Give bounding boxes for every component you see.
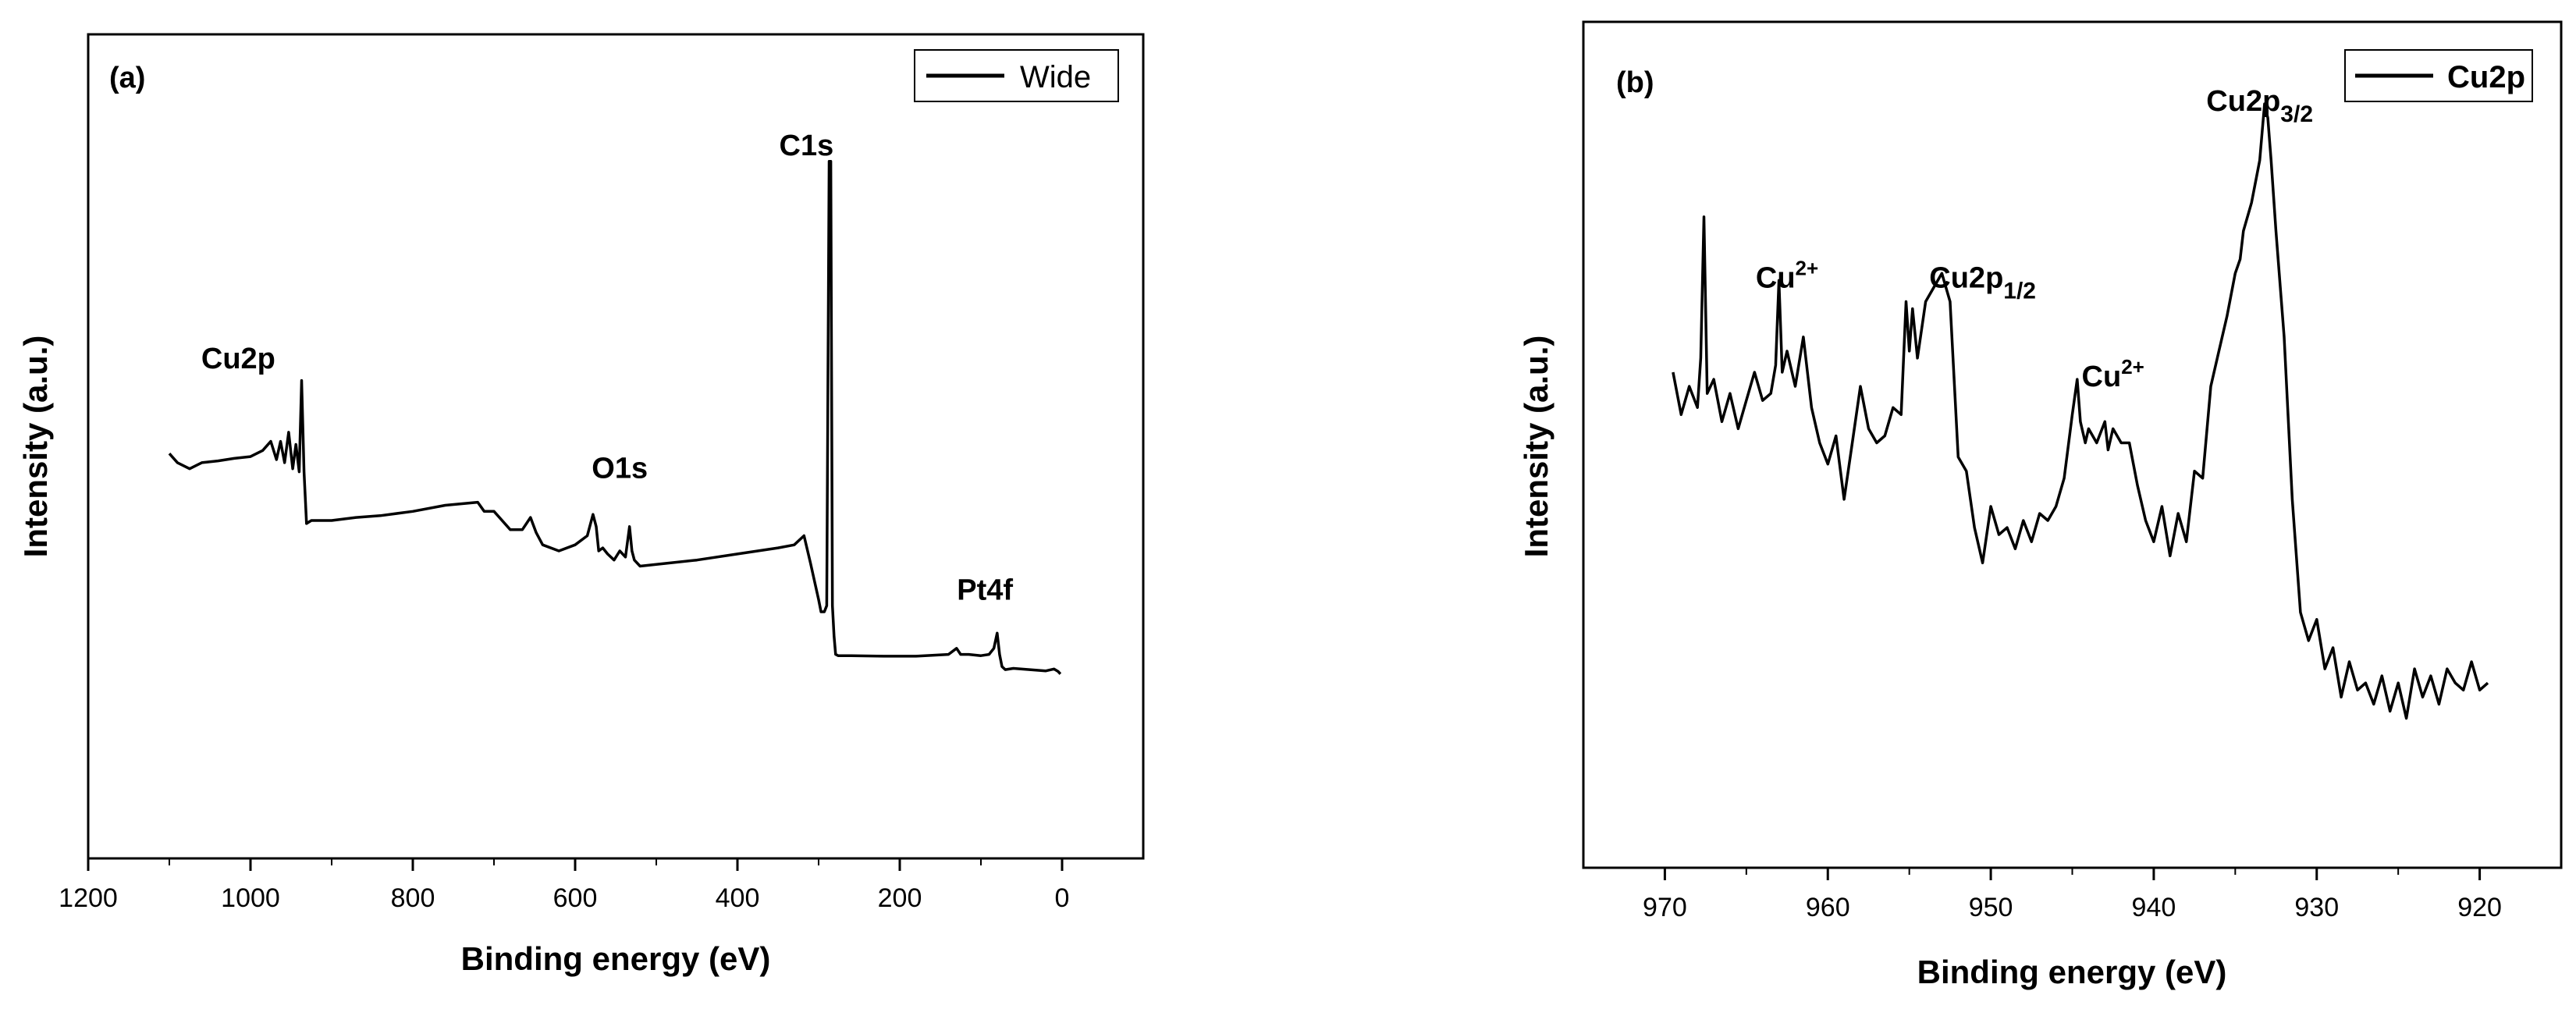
panel-b-x-tick-label: 960 xyxy=(1806,893,1850,922)
panel-b-spectrum-line xyxy=(1672,102,2489,720)
panel-b-peak-label: Cu2p3/2 xyxy=(2206,85,2313,127)
panel-b-peak-label: Cu2p1/2 xyxy=(1929,261,2036,304)
panel-b-y-axis-title: Intensity (a.u.) xyxy=(1518,336,1554,558)
panel-b-cu2p-scan: (b) 970 960 950 940 930 920 Cu2+ Cu2p1/2Cu2+Cu… xyxy=(1518,20,2563,990)
panel-a-peak-label: Pt4f xyxy=(957,574,1013,606)
panel-a-x-tick-label: 600 xyxy=(553,883,598,913)
panel-a-x-tick-label: 1200 xyxy=(59,883,118,913)
panel-b-plot-frame xyxy=(1582,20,2563,869)
panel-a-legend-label: Wide xyxy=(1020,60,1091,94)
panel-a-x-axis-title: Binding energy (eV) xyxy=(461,940,771,977)
panel-a-x-tick-label: 800 xyxy=(391,883,435,913)
panel-a-peak-label: Cu2p xyxy=(201,343,275,375)
panel-b-legend: Cu2p xyxy=(2344,49,2533,102)
panel-a-x-tick-label: 0 xyxy=(1055,883,1070,913)
panel-b-peak-labels: Cu2+ Cu2p1/2 Cu2+ Cu2p3/2 xyxy=(1756,85,2313,393)
panel-a-spectrum-line xyxy=(168,160,1062,675)
panel-a-x-tick-label: 200 xyxy=(878,883,922,913)
panel-a-peak-label: O1s xyxy=(592,452,648,485)
panel-b-legend-label: Cu2p xyxy=(2447,60,2525,94)
panel-b-peak-label: Cu2+ xyxy=(2082,355,2144,393)
panel-a-plot-frame xyxy=(87,33,1145,860)
panel-b-x-tick-label: 950 xyxy=(1969,893,2013,922)
panel-a-wide-scan: (a) 1200 1000 800 600 400 200 0 Cu2p O1s C1s Pt4f… xyxy=(17,33,1145,977)
panel-b-x-tick-label: 970 xyxy=(1643,893,1687,922)
panel-a-x-ticks: 1200 1000 800 600 400 200 0 xyxy=(59,858,1069,913)
panel-a-peak-labels: Cu2p O1s C1s Pt4f xyxy=(201,130,1014,606)
panel-a-y-axis-title: Intensity (a.u.) xyxy=(17,336,54,558)
panel-b-x-tick-label: 940 xyxy=(2132,893,2176,922)
panel-b-label: (b) xyxy=(1616,66,1654,99)
panel-a-peak-label: C1s xyxy=(780,130,834,162)
panel-a-legend: Wide xyxy=(914,49,1119,102)
panel-b-x-tick-label: 930 xyxy=(2294,893,2339,922)
panel-b-x-ticks: 970 960 950 940 930 920 xyxy=(1643,868,2502,922)
panel-b-x-tick-label: 920 xyxy=(2457,893,2502,922)
panel-a-x-tick-label: 400 xyxy=(716,883,760,913)
panel-b-peak-label: Cu2+ xyxy=(1756,256,1818,294)
panel-a-label: (a) xyxy=(109,62,145,94)
panel-a-x-tick-label: 1000 xyxy=(221,883,280,913)
panel-b-x-axis-title: Binding energy (eV) xyxy=(1917,954,2227,990)
